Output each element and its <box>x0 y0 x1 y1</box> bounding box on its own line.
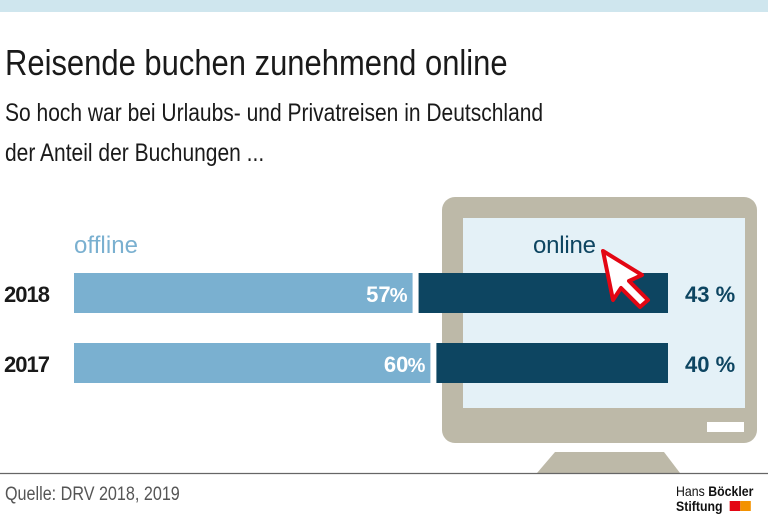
logo-text-bold: Böckler <box>708 483 754 499</box>
chart-subtitle-line1: So hoch war bei Urlaubs- und Privatreise… <box>5 99 544 127</box>
chart-subtitle-line2: der Anteil der Buchungen ... <box>5 139 265 167</box>
data-label-offline: 60 <box>384 352 408 377</box>
data-label-offline-unit: % <box>390 285 408 307</box>
hans-boeckler-logo: Hans Böckler Stiftung <box>676 484 753 514</box>
logo-orange-square <box>740 501 751 511</box>
logo-text: Hans <box>676 483 709 499</box>
source-note: Quelle: DRV 2018, 2019 <box>5 484 180 505</box>
bar-online <box>436 343 668 383</box>
legend-online: online <box>533 232 596 259</box>
data-label-offline-unit: % <box>408 355 426 377</box>
top-band <box>0 0 768 12</box>
logo-red-square <box>729 501 741 511</box>
category-label: 2017 <box>4 352 50 377</box>
data-label-offline: 57 <box>366 282 390 307</box>
monitor-icon <box>442 197 757 473</box>
monitor-stand <box>537 452 680 473</box>
bar-offline <box>74 343 431 383</box>
bar-offline <box>74 273 413 313</box>
chart-title: Reisende buchen zunehmend online <box>5 42 508 83</box>
monitor-button <box>707 422 744 432</box>
category-label: 2018 <box>4 282 50 307</box>
legend-offline: offline <box>74 232 138 259</box>
logo-text-stiftung: Stiftung <box>676 498 723 514</box>
data-label-online: 43 % <box>685 282 735 307</box>
data-label-online: 40 % <box>685 352 735 377</box>
cursor-icon <box>601 249 650 309</box>
